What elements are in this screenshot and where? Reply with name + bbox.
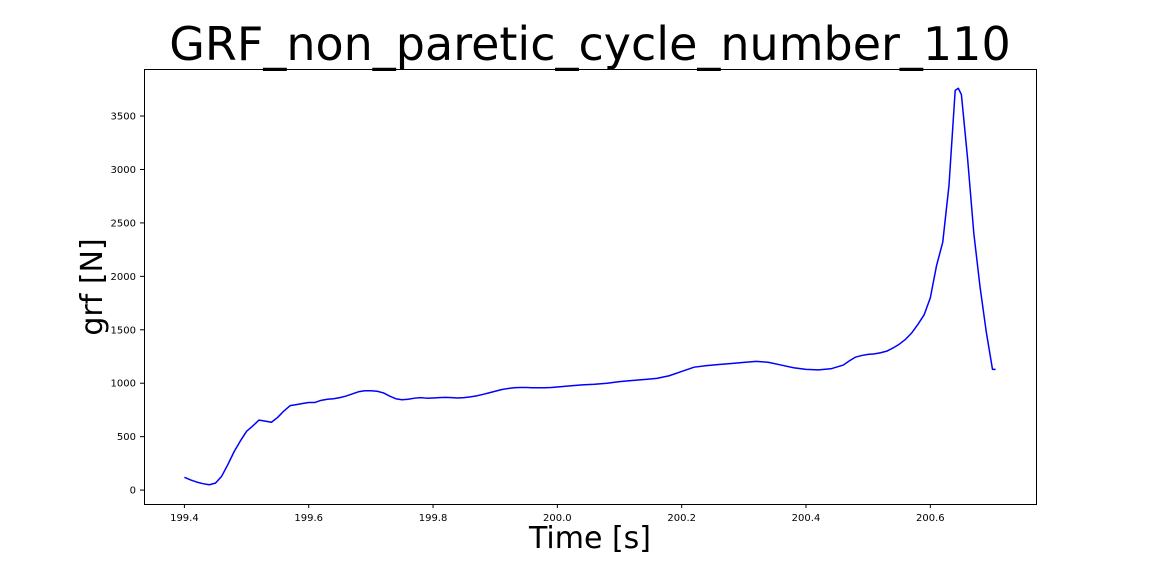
x-tick-label: 199.6	[294, 513, 323, 524]
y-tick-label: 3000	[111, 165, 136, 176]
y-tick-label: 1000	[111, 379, 136, 390]
grf-series-line	[184, 87, 996, 486]
x-tick-label: 200.6	[916, 513, 945, 524]
y-tick-label: 1500	[111, 325, 136, 336]
plot-frame	[144, 69, 1037, 505]
x-tick-label: 200.2	[667, 513, 696, 524]
x-axis-label: Time [s]	[528, 521, 651, 556]
y-tick-label: 2000	[111, 272, 136, 283]
x-tick-label: 199.8	[419, 513, 448, 524]
y-tick-label: 3500	[111, 112, 136, 123]
y-tick-label: 0	[130, 486, 136, 497]
y-tick-label: 500	[117, 432, 136, 443]
x-tick-label: 200.0	[543, 513, 572, 524]
x-tick-label: 199.4	[170, 513, 199, 524]
chart-title: GRF_non_paretic_cycle_number_110	[169, 17, 1010, 71]
y-axis: 0 500 1000 1500 2000 2500 3000 3500	[111, 112, 144, 497]
x-tick-label: 200.4	[792, 513, 821, 524]
y-axis-label: grf [N]	[75, 238, 110, 335]
x-axis: 199.4 199.6 199.8 200.0 200.2 200.4 200.6	[170, 504, 945, 524]
y-tick-label: 2500	[111, 218, 136, 229]
